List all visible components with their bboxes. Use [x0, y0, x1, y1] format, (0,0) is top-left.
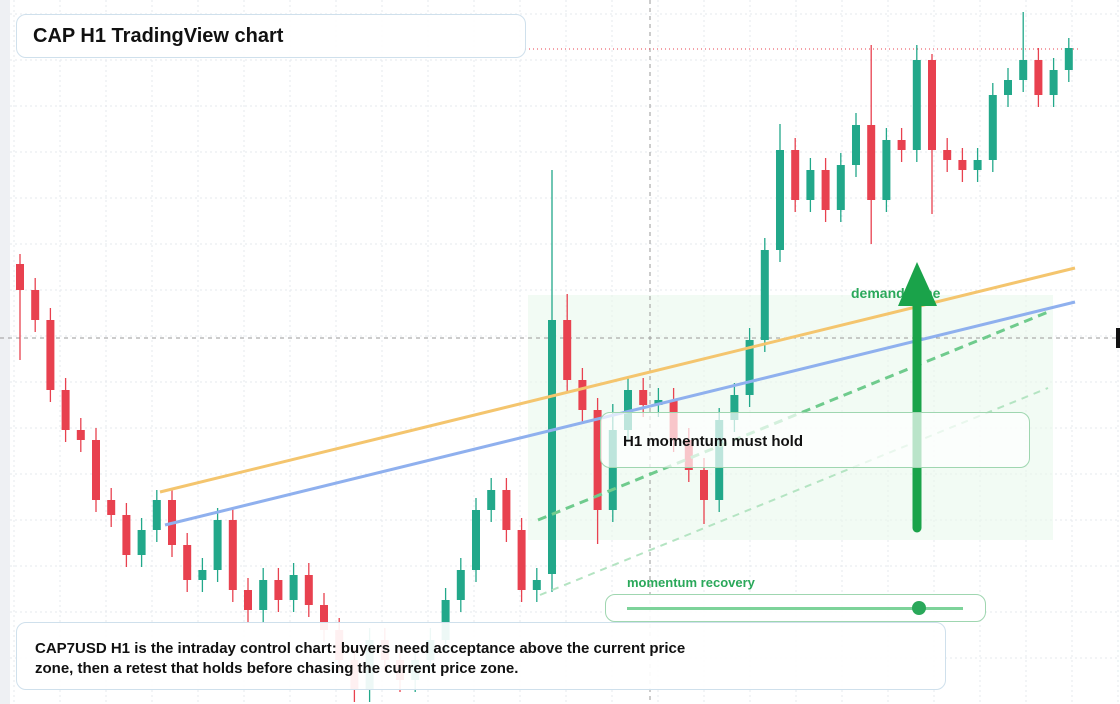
candle-body	[867, 125, 876, 200]
slider-track	[627, 607, 963, 610]
candle-body	[1064, 48, 1073, 70]
candle-body	[745, 340, 754, 395]
left-strip	[0, 0, 10, 704]
candle-body	[213, 520, 222, 570]
candle-body	[107, 500, 116, 515]
caption-box: CAP7USD H1 is the intraday control chart…	[16, 622, 946, 690]
candle-body	[836, 165, 845, 210]
note: H1 momentum must hold	[623, 433, 804, 450]
candle-body	[502, 490, 511, 530]
slider[interactable]	[605, 594, 986, 622]
title: CAP H1 TradingView chart	[33, 25, 284, 47]
candle-body	[289, 575, 298, 600]
candle-body	[472, 510, 480, 570]
arrow-head	[898, 262, 937, 306]
candle-body	[639, 390, 648, 405]
candle-body	[61, 390, 70, 430]
candle-body	[654, 400, 663, 405]
candle-body	[776, 150, 784, 250]
candle-body	[532, 580, 541, 590]
candle-body	[456, 570, 465, 600]
candle-body	[304, 575, 313, 605]
candle-body	[821, 170, 830, 210]
candle-body	[198, 570, 207, 580]
candle-body	[259, 580, 268, 610]
candle-body	[137, 530, 146, 555]
candle-body	[16, 264, 24, 290]
candle-body	[228, 520, 237, 590]
recovery-label: momentum recovery	[627, 575, 755, 590]
candle-body	[487, 490, 496, 510]
edge-marker	[1116, 328, 1120, 348]
candle-body	[943, 150, 952, 160]
candle-body	[988, 95, 997, 160]
candle-body	[806, 170, 815, 200]
candle-body	[1004, 80, 1012, 95]
candle-body	[320, 605, 328, 630]
candle-body	[1049, 70, 1058, 95]
candle-body	[608, 430, 617, 510]
candle-body	[517, 530, 526, 590]
candle-body	[76, 430, 85, 440]
candle-body	[760, 250, 769, 340]
candle-body	[46, 320, 55, 390]
candle-body	[578, 380, 587, 410]
candle-body	[593, 410, 602, 510]
candle-body	[183, 545, 192, 580]
note-box: H1 momentum must hold	[600, 412, 1030, 468]
candle-body	[1019, 60, 1028, 80]
candle-body	[912, 60, 921, 150]
candle-body	[548, 320, 556, 574]
candle-body	[730, 395, 739, 420]
candle-body	[152, 500, 161, 530]
caption: CAP7USD H1 is the intraday control chart…	[35, 640, 686, 677]
candle-body	[928, 60, 936, 150]
slider-knob[interactable]	[912, 601, 926, 615]
candle-body	[1034, 60, 1043, 95]
candle-body	[882, 140, 891, 200]
candle-body	[244, 590, 252, 610]
candle-body	[700, 470, 708, 500]
candle-body	[852, 125, 860, 165]
candle-body	[958, 160, 967, 170]
candle-body	[92, 440, 100, 500]
candle-body	[563, 320, 572, 380]
candle-body	[791, 150, 800, 200]
candle-body	[31, 290, 40, 320]
candle-body	[122, 515, 131, 555]
candle-body	[274, 580, 283, 600]
candle-body	[897, 140, 906, 150]
candle-body	[973, 160, 982, 170]
title-box: CAP H1 TradingView chart	[16, 14, 526, 58]
candle-body	[441, 600, 450, 640]
